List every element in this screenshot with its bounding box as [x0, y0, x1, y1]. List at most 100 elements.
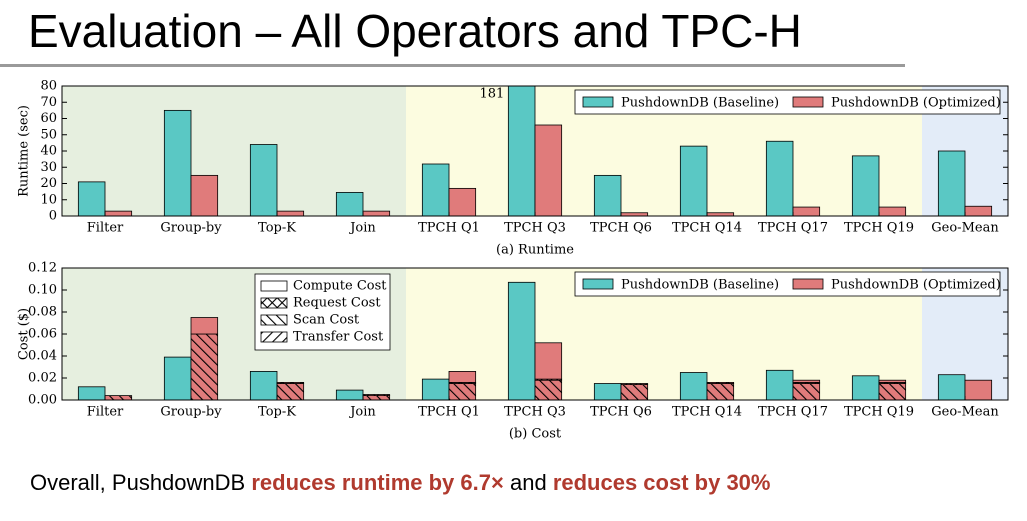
y-tick-label: 0.12 — [28, 261, 57, 276]
bar-segment — [276, 381, 305, 384]
bar — [593, 174, 622, 216]
bar-segment — [104, 395, 133, 400]
title-rule — [0, 64, 905, 67]
bar — [362, 210, 391, 216]
bar — [335, 192, 364, 216]
bar — [937, 374, 966, 400]
x-tick-label: TPCH Q19 — [844, 405, 914, 420]
legend-label: Transfer Cost — [293, 330, 384, 345]
x-tick-label: Geo-Mean — [931, 405, 999, 420]
y-tick-label: 70 — [40, 95, 57, 110]
y-tick-label: 0.02 — [28, 371, 57, 386]
y-axis-label: Runtime (sec) — [17, 105, 32, 197]
x-tick-label: Filter — [87, 405, 124, 420]
y-tick-label: 0.04 — [28, 349, 57, 364]
legend-label: PushdownDB (Baseline) — [621, 96, 779, 111]
bar-segment — [534, 342, 563, 380]
bar-segment — [706, 381, 735, 384]
bar — [421, 378, 450, 400]
y-tick-label: 0.08 — [28, 305, 57, 320]
legend-swatch — [792, 96, 824, 108]
y-tick-label: 50 — [40, 127, 57, 142]
bar — [937, 150, 966, 216]
y-tick-label: 40 — [40, 144, 57, 159]
bar-segment — [620, 384, 649, 400]
x-tick-label: Group-by — [160, 405, 222, 420]
x-tick-label: Join — [348, 221, 376, 236]
plot-frame — [61, 267, 1009, 401]
legend-label: PushdownDB (Baseline) — [621, 278, 779, 293]
bar — [507, 281, 536, 400]
bar-segment — [534, 379, 563, 400]
x-tick-label: Group-by — [160, 221, 222, 236]
bar-segment — [448, 383, 477, 400]
y-tick-label: 20 — [40, 176, 57, 191]
legend-swatch — [260, 331, 288, 343]
value-label: 181 — [480, 87, 505, 102]
y-tick-label: 0.06 — [28, 327, 57, 342]
legend-label: Request Cost — [293, 296, 381, 311]
footer-highlight: reduces runtime by 6.7× — [251, 470, 504, 495]
bar — [679, 145, 708, 216]
legend-box — [574, 89, 1001, 115]
bar — [507, 86, 536, 216]
y-tick-label: 30 — [40, 160, 57, 175]
bar — [190, 174, 219, 216]
x-tick-label: TPCH Q6 — [590, 405, 652, 420]
footer-text: Overall, PushdownDB — [30, 470, 246, 495]
legend-box — [574, 271, 1001, 297]
bar — [448, 187, 477, 216]
x-tick-label: TPCH Q1 — [418, 221, 480, 236]
bar-segment — [792, 383, 821, 400]
bar — [163, 356, 192, 400]
legend-label: PushdownDB (Optimized) — [831, 96, 1001, 111]
bar-segment — [620, 383, 649, 386]
y-tick-label: 0.00 — [28, 393, 57, 408]
x-tick-label: TPCH Q14 — [672, 221, 742, 236]
x-tick-label: Top-K — [258, 405, 296, 420]
x-tick-label: Geo-Mean — [931, 221, 999, 236]
bar-segment — [362, 394, 391, 397]
bar-segment — [362, 395, 391, 400]
y-tick-label: 0.10 — [28, 283, 57, 298]
bar — [878, 206, 907, 216]
bar — [679, 372, 708, 400]
plot-area — [77, 281, 993, 400]
bar — [534, 124, 563, 216]
bar — [851, 155, 880, 216]
legend-swatch — [260, 314, 288, 326]
bar — [964, 205, 993, 216]
caption: (b) Cost — [509, 427, 562, 442]
bar-segment — [190, 317, 219, 335]
y-axis-label: Cost ($) — [17, 308, 32, 360]
bar — [765, 140, 794, 216]
legend-swatch — [792, 278, 824, 290]
bar-segment — [276, 383, 305, 400]
x-tick-label: TPCH Q19 — [844, 221, 914, 236]
bar-segment — [878, 379, 907, 383]
x-tick-label: TPCH Q1 — [418, 405, 480, 420]
legend-label: Compute Cost — [293, 279, 387, 294]
bar — [335, 389, 364, 400]
y-tick-label: 80 — [40, 79, 57, 94]
legend-swatch — [260, 280, 288, 292]
y-tick-label: 0 — [49, 209, 57, 224]
bar-segment — [190, 333, 219, 400]
legend-label: Scan Cost — [293, 313, 360, 328]
bar-segment — [964, 379, 993, 400]
bar — [77, 181, 106, 216]
x-tick-label: Join — [348, 405, 376, 420]
footer-text: and — [509, 470, 547, 495]
bar — [792, 206, 821, 216]
bar — [851, 375, 880, 400]
x-tick-label: TPCH Q17 — [758, 405, 828, 420]
bar-segment — [706, 383, 735, 400]
x-tick-label: TPCH Q6 — [590, 221, 652, 236]
bar — [77, 386, 106, 400]
bar-segment — [878, 383, 907, 400]
y-tick-label: 10 — [40, 192, 57, 207]
bar-segment — [792, 379, 821, 383]
legend-swatch — [582, 96, 614, 108]
